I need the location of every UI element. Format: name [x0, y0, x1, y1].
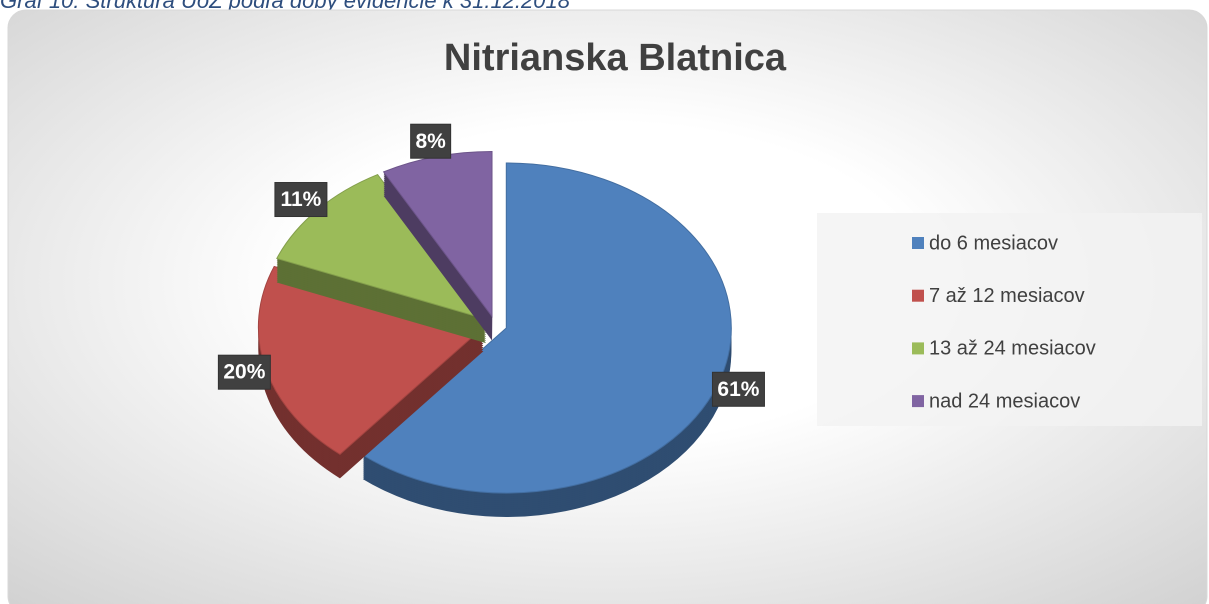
- legend-swatch: [912, 237, 924, 249]
- data-label: 11%: [280, 188, 321, 211]
- data-label: 20%: [223, 361, 265, 384]
- legend-box: [817, 213, 1202, 426]
- chart-title: Nitrianska Blatnica: [444, 37, 787, 79]
- legend-label: do 6 mesiacov: [929, 232, 1058, 254]
- data-label-box: [711, 371, 765, 407]
- legend-swatch: [912, 342, 924, 355]
- legend-label: nad 24 mesiacov: [929, 390, 1080, 412]
- data-label: 8%: [415, 130, 446, 153]
- legend-label: 7 až 12 mesiacov: [929, 285, 1085, 307]
- legend-swatch: [912, 289, 924, 302]
- data-label-box: [274, 182, 328, 218]
- pie-slice: [276, 173, 488, 344]
- pie-slice: [382, 150, 493, 341]
- data-label-box: [217, 354, 271, 390]
- data-label-box: [410, 123, 452, 159]
- legend-swatch: [912, 395, 924, 408]
- data-label: 61%: [717, 378, 759, 401]
- pie-slice: [362, 162, 732, 517]
- legend-label: 13 až 24 mesiacov: [929, 338, 1096, 360]
